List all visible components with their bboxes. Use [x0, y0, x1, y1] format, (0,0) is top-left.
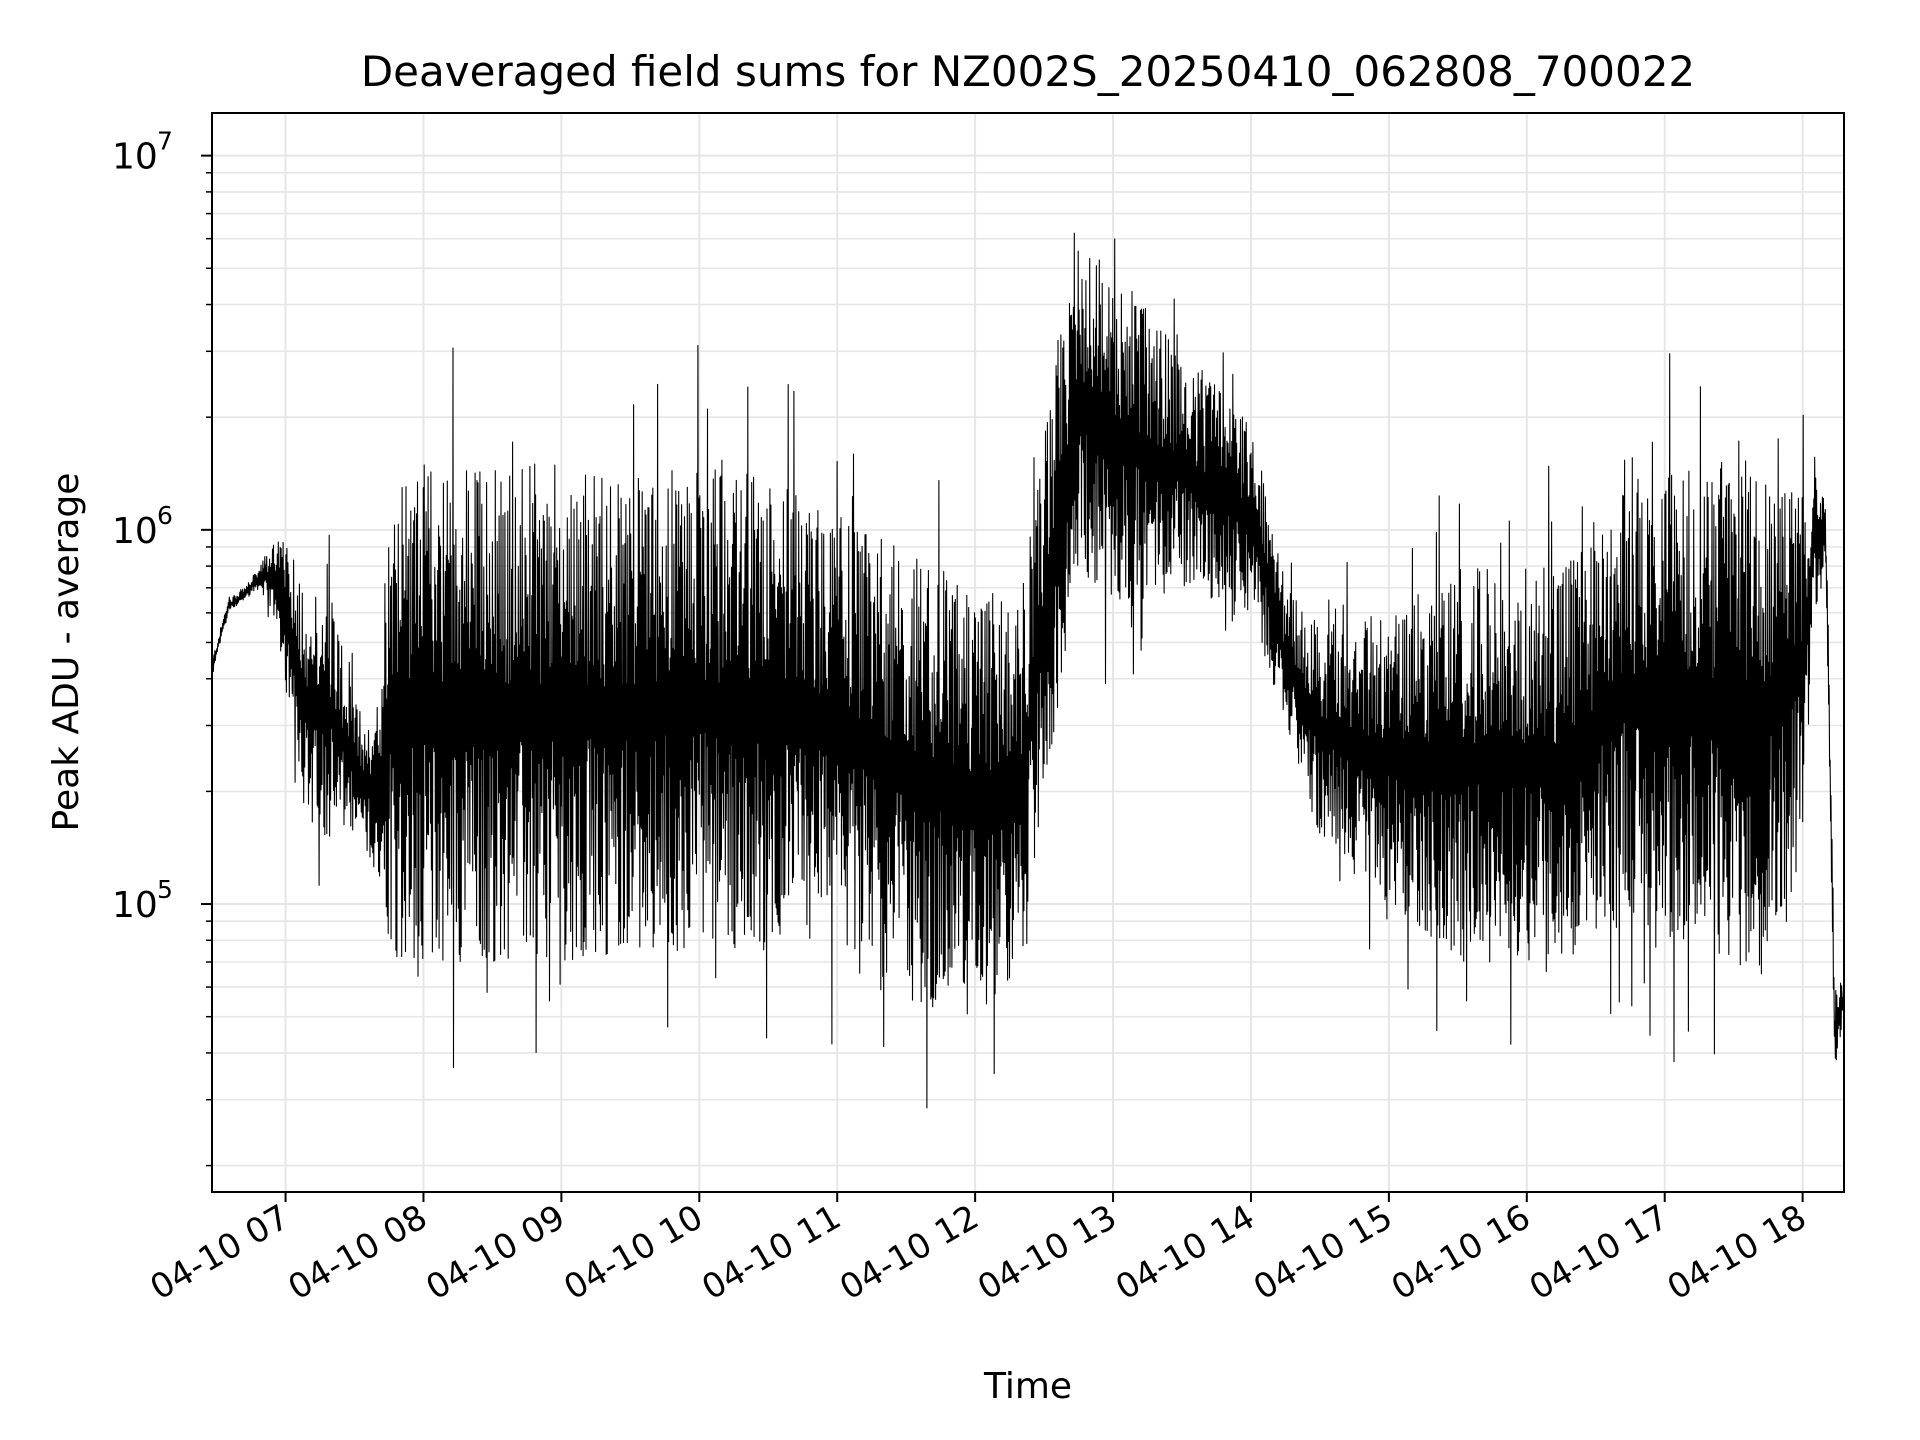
y-tick-label: 10 [112, 885, 158, 926]
chart-title: Deaveraged field sums for NZ002S_2025041… [361, 47, 1695, 96]
y-tick-exponent: 6 [157, 501, 173, 530]
y-tick-exponent: 7 [157, 127, 173, 156]
y-tick-label: 10 [112, 137, 158, 178]
series-group [211, 232, 1845, 1109]
y-axis-label: Peak ADU - average [46, 473, 87, 832]
y-tick-label: 10 [112, 511, 158, 552]
x-axis-label: Time [983, 1366, 1072, 1407]
plot-frame [211, 112, 1845, 1193]
series-line [211, 232, 1845, 1109]
y-tick-exponent: 5 [157, 875, 173, 904]
